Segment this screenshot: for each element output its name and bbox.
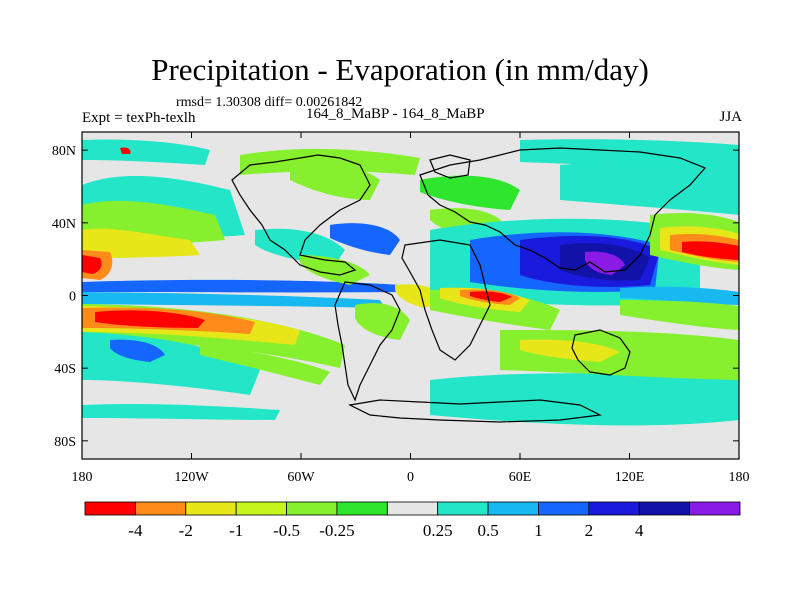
coast-south-america [334, 281, 401, 402]
shade-so-cyan-west [82, 403, 280, 420]
colorbar-label: -0.5 [273, 521, 300, 540]
colorbar-swatch [134, 501, 187, 516]
colorbar-label: 0.5 [477, 521, 498, 540]
colorbar-label: 0.25 [423, 521, 453, 540]
shade-atl-cyan [255, 228, 345, 265]
map-field [82, 132, 739, 459]
coast-eurasia [419, 147, 707, 273]
colorbar-label: 4 [635, 521, 644, 540]
shade-indian-red [470, 291, 512, 302]
shade-eq-blue-north [82, 279, 405, 293]
x-tick-label: 120E [615, 470, 645, 485]
season-label: JJA [719, 109, 742, 125]
x-tick-label: 180 [72, 470, 93, 485]
colorbar-label: -2 [179, 521, 193, 540]
shade-epacific-red [82, 255, 102, 274]
colorbar-swatch [588, 501, 640, 516]
x-axis: 180 120W 60W 0 60E 120E 180 [72, 132, 750, 485]
stats-annotation: rmsd= 1.30308 diff= 0.00261842 [176, 95, 363, 110]
colorbar-label: -1 [229, 521, 243, 540]
coastlines [231, 147, 707, 423]
shade-arctic-cyan [520, 139, 739, 170]
shade-spacific-red [95, 310, 205, 328]
colorbar-swatch [235, 501, 287, 516]
y-tick-label: 80N [52, 144, 76, 159]
shade-arctic-cyan-west [82, 139, 210, 165]
colorbar-swatch [437, 501, 489, 516]
colorbar-label: -0.25 [319, 521, 354, 540]
shade-npac-cyan-east [560, 162, 739, 215]
shade-wpac-red [682, 241, 739, 260]
colorbar-label: 1 [534, 521, 543, 540]
shade-atl-blue [330, 223, 400, 255]
runs-label: 164_8_MaBP - 164_8_MaBP [306, 106, 485, 122]
y-tick-label: 40N [52, 217, 76, 232]
shade-satl-green [355, 303, 410, 340]
x-tick-label: 120W [174, 470, 209, 485]
y-tick-label: 80S [54, 435, 76, 450]
shade-spcz-blue [110, 339, 165, 362]
x-tick-label: 60W [287, 470, 315, 485]
colorbar-swatch [487, 501, 539, 516]
shade-spcz-green [200, 345, 330, 385]
coast-antarctica [348, 399, 603, 423]
colorbar: -4 -2 -1 -0.5 -0.25 0.25 0.5 1 2 4 [84, 501, 741, 540]
shade-atl-green [300, 255, 370, 285]
colorbar-swatch [689, 501, 741, 516]
colorbar-swatch [638, 501, 691, 516]
shade-europe-green [420, 175, 520, 210]
coast-africa [401, 239, 491, 361]
shade-so-yellow-east [520, 339, 620, 362]
colorbar-swatch [185, 501, 237, 516]
colorbar-label: -4 [128, 521, 143, 540]
colorbar-swatch [386, 501, 439, 516]
shade-tibet-purple [585, 251, 625, 275]
shade-pac-eq-green [620, 300, 739, 330]
coast-greenland [429, 154, 471, 179]
shade-eq-cyan [82, 292, 385, 308]
y-tick-label: 40S [54, 362, 76, 377]
experiment-label: Expt = texPh-texlh [82, 110, 196, 126]
x-tick-label: 60E [509, 470, 532, 485]
colorbar-swatch [538, 501, 590, 516]
chart-title: Precipitation - Evaporation (in mm/day) [151, 52, 649, 87]
shade-so-cyan-east [430, 373, 739, 426]
colorbar-label: 2 [585, 521, 594, 540]
shade-npacific-yellow [82, 228, 200, 258]
shade-arctic-red [120, 147, 131, 154]
shade-natl-green [290, 163, 380, 200]
coast-north-america [231, 154, 371, 276]
colorbar-swatch [286, 501, 338, 516]
shade-pac-eq-cyan [620, 286, 739, 305]
colorbar-swatch [336, 501, 388, 516]
x-tick-label: 180 [729, 470, 750, 485]
shade-arctic-green [240, 148, 420, 175]
y-axis: 80N 40N 0 40S 80S [52, 144, 739, 450]
colorbar-swatch [84, 501, 136, 516]
y-tick-label: 0 [69, 290, 76, 305]
x-tick-label: 0 [407, 470, 414, 485]
coast-australia [571, 329, 631, 376]
